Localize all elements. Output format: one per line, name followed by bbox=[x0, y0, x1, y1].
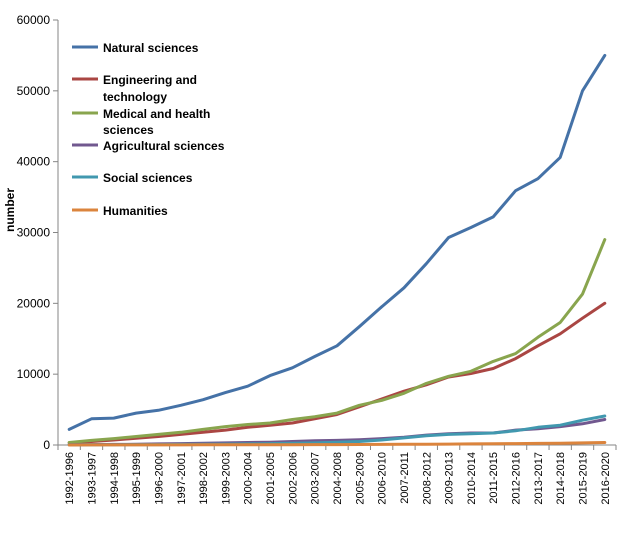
x-tick-label: 2005-2009 bbox=[354, 452, 366, 505]
x-tick-label: 1999-2003 bbox=[220, 452, 232, 505]
series-lines bbox=[67, 53, 607, 447]
legend-label: Humanities bbox=[103, 204, 168, 218]
legend-label: Medical and health sciences bbox=[103, 107, 210, 137]
x-tick-label: 2009-2013 bbox=[444, 452, 456, 505]
x-tick-label: 2000-2004 bbox=[243, 452, 255, 505]
series-line-humanities bbox=[67, 441, 607, 447]
x-tick-label: 1997-2001 bbox=[176, 452, 188, 505]
y-tick-label: 20000 bbox=[17, 296, 51, 310]
x-tick-label: 2006-2010 bbox=[377, 452, 389, 505]
x-tick-label: 2014-2018 bbox=[555, 452, 567, 505]
x-tick-label: 2015-2019 bbox=[578, 452, 590, 505]
legend-label: Engineering and technology bbox=[103, 73, 197, 104]
x-axis: 1992-1996 1993-1997 1994-1998 1995-1999 1996… bbox=[57, 444, 617, 505]
x-tick-label: 2003-2007 bbox=[310, 452, 322, 505]
y-tick-label: 0 bbox=[43, 438, 50, 452]
y-tick-label: 30000 bbox=[17, 226, 51, 240]
y-tick-label: 40000 bbox=[17, 155, 51, 169]
x-tick-label: 1992-1996 bbox=[64, 452, 76, 505]
x-tick-label: 2008-2012 bbox=[421, 452, 433, 505]
x-tick-label: 1996-2000 bbox=[153, 452, 165, 505]
x-tick-label: 2012-2016 bbox=[511, 452, 523, 505]
series-line-engineering-and-technology bbox=[67, 301, 607, 445]
x-tick-label: 2010-2014 bbox=[466, 452, 478, 505]
y-axis-label: number bbox=[3, 188, 17, 232]
y-tick-label: 10000 bbox=[17, 367, 51, 381]
series-line-natural-sciences bbox=[67, 53, 607, 431]
legend-label: Agricultural sciences bbox=[103, 139, 225, 153]
x-tick-label: 1995-1999 bbox=[131, 452, 143, 505]
series-line-medical-and-health-sciences bbox=[67, 238, 607, 444]
y-tick-label: 60000 bbox=[17, 13, 51, 27]
x-tick-label: 2007-2011 bbox=[399, 452, 411, 504]
x-tick-label: 1993-1997 bbox=[86, 452, 98, 505]
x-tick-label: 2001-2005 bbox=[265, 452, 277, 505]
x-tick-label: 2002-2006 bbox=[287, 452, 299, 505]
x-tick-label: 1998-2002 bbox=[198, 452, 210, 505]
x-tick-label: 2004-2008 bbox=[332, 452, 344, 505]
x-tick-label: 1994-1998 bbox=[109, 452, 121, 505]
y-tick-label: 50000 bbox=[17, 84, 51, 98]
x-tick-label: 2013-2017 bbox=[533, 452, 545, 505]
legend-label: Natural sciences bbox=[103, 41, 199, 55]
legend: Natural sciences Engineering and technolog… bbox=[72, 41, 225, 218]
legend-label: Social sciences bbox=[103, 171, 193, 185]
x-tick-label: 2011-2015 bbox=[488, 452, 500, 504]
y-axis: 0 10000 20000 30000 40000 50000 60000 bbox=[17, 13, 59, 452]
x-tick-label: 2016-2020 bbox=[600, 452, 612, 505]
